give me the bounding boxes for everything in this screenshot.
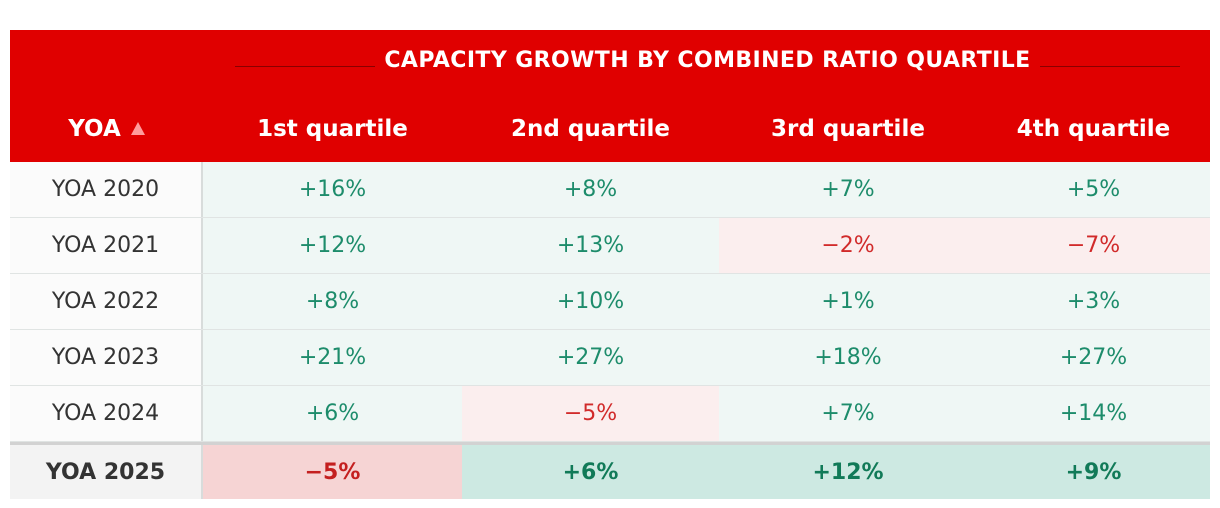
row-label: YOA 2020 xyxy=(10,162,203,217)
value-cell: +1% xyxy=(719,274,977,329)
column-headers: YOA 1st quartile 2nd quartile 3rd quarti… xyxy=(10,96,1210,162)
column-header-4th-quartile: 4th quartile xyxy=(1016,116,1171,142)
column-header-2nd-quartile: 2nd quartile xyxy=(511,116,670,142)
value-cell: +6% xyxy=(462,445,719,499)
table-row: YOA 2021 +12% +13% −2% −7% xyxy=(10,218,1210,274)
super-title-row: CAPACITY GROWTH BY COMBINED RATIO QUARTI… xyxy=(10,30,1210,96)
row-label: YOA 2023 xyxy=(10,330,203,385)
row-label: YOA 2022 xyxy=(10,274,203,329)
table-row: YOA 2025 −5% +6% +12% +9% xyxy=(10,442,1210,499)
triangle-up-icon xyxy=(130,121,145,135)
value-cell: −5% xyxy=(203,445,462,499)
value-cell: +6% xyxy=(203,386,462,441)
table-header: CAPACITY GROWTH BY COMBINED RATIO QUARTI… xyxy=(10,30,1210,162)
value-cell: +8% xyxy=(203,274,462,329)
value-cell: +9% xyxy=(977,445,1210,499)
row-label: YOA 2024 xyxy=(10,386,203,441)
value-cell: +8% xyxy=(462,162,719,217)
value-cell: +27% xyxy=(462,330,719,385)
value-cell: +21% xyxy=(203,330,462,385)
value-cell: +7% xyxy=(719,386,977,441)
column-header-yoa-label: YOA xyxy=(68,116,121,142)
capacity-growth-table: CAPACITY GROWTH BY COMBINED RATIO QUARTI… xyxy=(10,30,1210,499)
value-cell: +18% xyxy=(719,330,977,385)
table-row: YOA 2022 +8% +10% +1% +3% xyxy=(10,274,1210,330)
value-cell: +10% xyxy=(462,274,719,329)
table-title: CAPACITY GROWTH BY COMBINED RATIO QUARTI… xyxy=(384,48,1031,73)
value-cell: +5% xyxy=(977,162,1210,217)
column-header-1st-quartile: 1st quartile xyxy=(257,116,408,142)
title-rule-right xyxy=(1040,66,1180,67)
table-row: YOA 2023 +21% +27% +18% +27% xyxy=(10,330,1210,386)
value-cell: −5% xyxy=(462,386,719,441)
table-row: YOA 2020 +16% +8% +7% +5% xyxy=(10,162,1210,218)
value-cell: +16% xyxy=(203,162,462,217)
row-label: YOA 2021 xyxy=(10,218,203,273)
value-cell: +13% xyxy=(462,218,719,273)
value-cell: +3% xyxy=(977,274,1210,329)
row-label: YOA 2025 xyxy=(10,445,203,499)
table-body: YOA 2020 +16% +8% +7% +5% YOA 2021 +12% +13% −2%… xyxy=(10,162,1210,499)
column-header-yoa[interactable]: YOA xyxy=(10,96,203,162)
value-cell: +12% xyxy=(719,445,977,499)
value-cell: +27% xyxy=(977,330,1210,385)
column-header-3rd-quartile: 3rd quartile xyxy=(771,116,925,142)
value-cell: −2% xyxy=(719,218,977,273)
value-cell: −7% xyxy=(977,218,1210,273)
value-cell: +7% xyxy=(719,162,977,217)
title-rule-left xyxy=(235,66,375,67)
table-row: YOA 2024 +6% −5% +7% +14% xyxy=(10,386,1210,442)
value-cell: +12% xyxy=(203,218,462,273)
value-cell: +14% xyxy=(977,386,1210,441)
